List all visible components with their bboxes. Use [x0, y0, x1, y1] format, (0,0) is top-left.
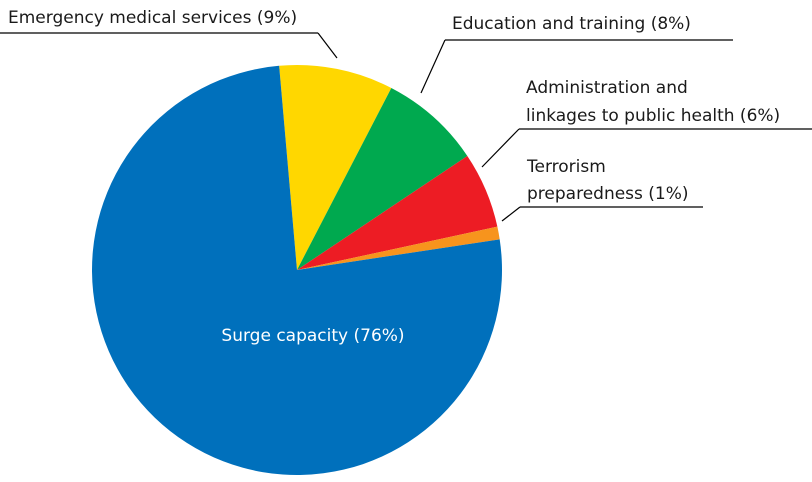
label-terrorism-line-1: Terrorism — [526, 157, 606, 177]
slice-labels: Surge capacity (76%) Emergency medical s… — [8, 8, 780, 346]
label-surge-capacity: Surge capacity (76%) — [221, 326, 404, 346]
label-emergency-medical-services: Emergency medical services (9%) — [8, 8, 297, 28]
leader-line-administration-pointer — [481, 128, 520, 168]
leader-line-terrorism-pointer — [501, 206, 521, 222]
leader-line-emergency-medical-pointer — [317, 32, 338, 59]
pie-slices — [92, 65, 503, 475]
slice-terrorism-preparedness — [297, 226, 500, 270]
slice-administration — [297, 155, 498, 270]
label-terrorism-line-2: preparedness (1%) — [527, 184, 689, 204]
label-education-and-training: Education and training (8%) — [452, 14, 691, 34]
leader-lines — [0, 32, 812, 222]
leader-line-education-pointer — [420, 39, 446, 94]
slice-emergency-medical-services — [279, 65, 392, 271]
slice-education-and-training — [297, 87, 468, 270]
slice-surge-capacity — [92, 65, 503, 475]
label-administration-line-2: linkages to public health (6%) — [526, 106, 780, 126]
label-administration-line-1: Administration and — [526, 78, 688, 98]
